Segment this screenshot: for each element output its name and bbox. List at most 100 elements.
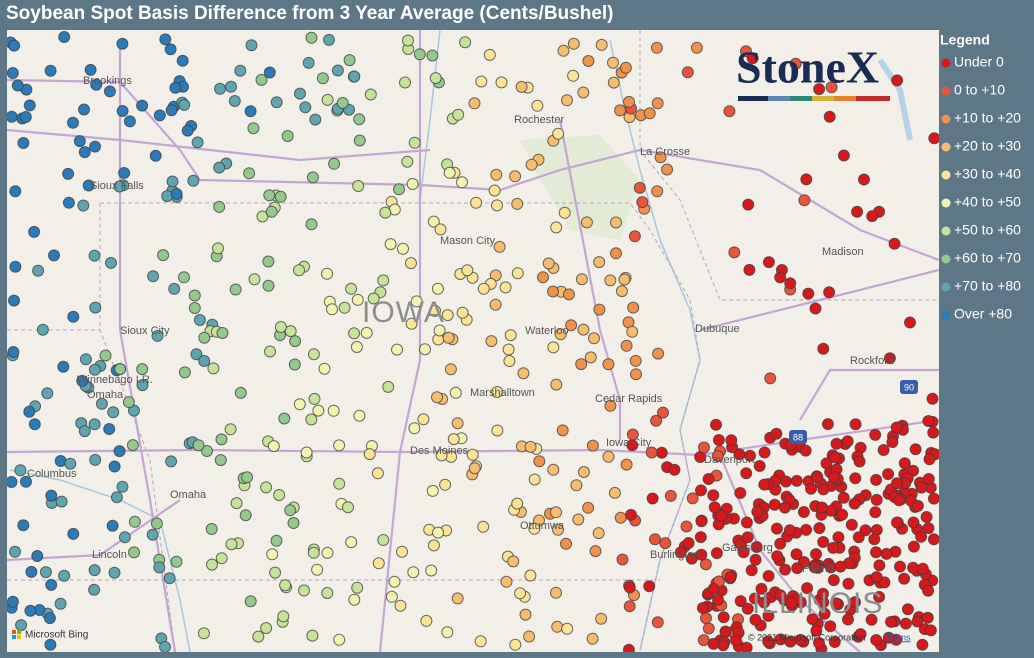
marker bbox=[926, 392, 939, 405]
marker bbox=[528, 522, 541, 535]
marker bbox=[105, 256, 117, 269]
marker bbox=[853, 455, 866, 468]
marker bbox=[229, 283, 242, 296]
state-label: ILLINOIS bbox=[752, 587, 883, 620]
marker bbox=[784, 277, 797, 290]
marker bbox=[224, 423, 237, 436]
marker bbox=[525, 158, 538, 171]
marker bbox=[252, 630, 265, 643]
marker bbox=[805, 482, 817, 495]
marker bbox=[388, 575, 401, 588]
marker bbox=[779, 563, 792, 576]
marker bbox=[593, 256, 606, 269]
marker bbox=[589, 545, 602, 558]
marker bbox=[289, 335, 302, 348]
marker bbox=[593, 303, 606, 316]
marker bbox=[260, 481, 273, 494]
marker bbox=[407, 566, 420, 579]
marker bbox=[728, 246, 741, 259]
marker bbox=[11, 79, 24, 92]
marker bbox=[783, 524, 796, 537]
marker bbox=[307, 348, 320, 361]
marker bbox=[707, 489, 720, 502]
marker bbox=[377, 534, 390, 546]
marker bbox=[206, 558, 218, 571]
marker bbox=[265, 205, 278, 218]
marker bbox=[338, 301, 351, 314]
marker bbox=[745, 564, 758, 577]
marker bbox=[595, 38, 608, 51]
legend: Legend Under 0 0 to +10 +10 to +20 +20 to +… bbox=[940, 32, 1021, 322]
marker bbox=[488, 184, 501, 197]
marker bbox=[799, 444, 812, 457]
marker bbox=[103, 423, 116, 435]
marker bbox=[470, 196, 483, 209]
marker bbox=[88, 583, 101, 596]
marker bbox=[741, 531, 754, 544]
legend-title: Legend bbox=[940, 32, 990, 48]
city-label: Galesburg bbox=[722, 542, 773, 554]
map[interactable]: Brookings Rochester La Crosse Sioux Fall… bbox=[5, 30, 940, 655]
marker bbox=[300, 446, 313, 459]
marker bbox=[891, 477, 903, 490]
city-label: Sioux City bbox=[120, 325, 170, 337]
marker bbox=[503, 355, 516, 367]
marker bbox=[353, 134, 366, 147]
city-label: Omaha bbox=[87, 389, 124, 401]
marker bbox=[263, 189, 276, 202]
marker bbox=[19, 111, 32, 123]
marker bbox=[695, 548, 708, 561]
marker bbox=[848, 497, 861, 510]
terms-link[interactable]: Terms bbox=[886, 632, 911, 642]
marker bbox=[542, 257, 555, 270]
marker bbox=[595, 612, 608, 625]
marker bbox=[371, 467, 384, 480]
marker bbox=[165, 104, 178, 117]
marker bbox=[326, 303, 338, 316]
marker bbox=[345, 536, 358, 549]
marker bbox=[922, 415, 935, 427]
marker bbox=[248, 273, 261, 286]
marker bbox=[499, 281, 512, 294]
marker bbox=[828, 471, 840, 484]
marker bbox=[451, 417, 464, 430]
marker bbox=[413, 48, 426, 61]
shield bbox=[900, 380, 918, 394]
marker bbox=[723, 105, 736, 118]
marker bbox=[808, 561, 821, 574]
marker bbox=[191, 136, 204, 149]
city-label: Lincoln bbox=[92, 549, 127, 561]
marker bbox=[82, 179, 95, 192]
marker bbox=[107, 406, 120, 419]
marker bbox=[274, 321, 287, 333]
marker bbox=[307, 546, 320, 559]
shield-label: 90 bbox=[904, 382, 914, 392]
marker bbox=[849, 596, 861, 609]
marker bbox=[873, 590, 886, 603]
marker bbox=[849, 472, 862, 485]
marker bbox=[651, 185, 664, 198]
marker bbox=[825, 81, 838, 94]
marker bbox=[76, 374, 89, 387]
marker bbox=[103, 85, 116, 98]
marker bbox=[690, 41, 703, 54]
markers bbox=[7, 31, 939, 652]
city-label: Omaha bbox=[170, 489, 207, 501]
marker bbox=[264, 345, 276, 358]
marker bbox=[372, 557, 385, 570]
marker bbox=[604, 399, 617, 412]
marker bbox=[78, 146, 91, 159]
marker bbox=[419, 343, 431, 356]
legend-swatch bbox=[941, 254, 951, 264]
marker bbox=[260, 622, 273, 635]
marker bbox=[108, 566, 121, 579]
marker bbox=[794, 633, 807, 646]
marker bbox=[837, 491, 850, 504]
marker bbox=[886, 436, 899, 449]
marker bbox=[116, 37, 129, 50]
marker bbox=[558, 206, 571, 219]
marker bbox=[149, 149, 162, 162]
city-label: Marshalltown bbox=[470, 387, 535, 399]
marker bbox=[205, 523, 218, 535]
marker bbox=[466, 448, 479, 461]
